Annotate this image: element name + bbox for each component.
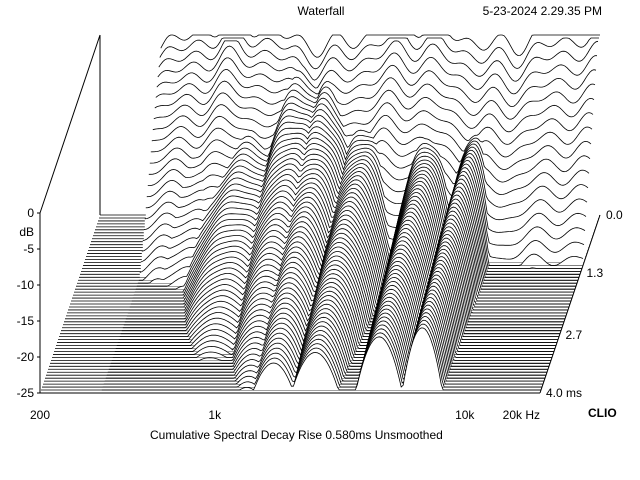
slice-line [122, 248, 562, 329]
slice-line [131, 211, 571, 303]
slice-line [160, 34, 600, 58]
brand-label: CLIO [588, 406, 617, 420]
slice-line [125, 237, 565, 320]
slice-line [158, 40, 599, 82]
slice-line [144, 147, 585, 260]
db-tick-label: 0 [27, 206, 34, 220]
slice-line [140, 168, 580, 275]
chart-caption: Cumulative Spectral Decay Rise 0.580ms U… [150, 428, 443, 442]
slice-line [117, 267, 557, 343]
slice-line [153, 92, 594, 145]
slice-line [114, 278, 554, 352]
slice-line [111, 289, 551, 361]
time-tick-label: 0.0 [606, 208, 623, 222]
slice-line [119, 259, 559, 337]
slice-line [151, 109, 592, 170]
slice-line [148, 126, 589, 208]
slice-line [118, 263, 558, 340]
db-tick-label: -10 [17, 278, 35, 292]
slice-line [149, 120, 590, 196]
time-tick-label: 2.7 [566, 328, 583, 342]
db-tick-label: -25 [17, 386, 35, 400]
slice-line [135, 191, 575, 290]
slice-line [106, 308, 546, 376]
slice-line [137, 182, 577, 284]
slice-line [116, 270, 556, 346]
slice-line [147, 131, 588, 221]
slice-line [146, 137, 587, 233]
slice-line [141, 163, 581, 272]
chart-title: Waterfall [297, 4, 345, 18]
slice-line [105, 312, 545, 379]
slice-line [143, 152, 584, 266]
freq-tick-label: 200 [30, 408, 50, 422]
slice-line [123, 245, 563, 326]
slice-line [132, 206, 572, 299]
slice-line [157, 45, 598, 95]
slice-line [139, 173, 579, 278]
freq-tick-label: 1k [208, 408, 222, 422]
slice-line [102, 323, 542, 388]
slice-line [109, 297, 549, 367]
time-tick-label: 4.0 ms [546, 386, 582, 400]
slice-line [108, 301, 548, 370]
slice-line [103, 319, 543, 385]
measurement-timestamp: 5-23-2024 2.29.35 PM [482, 4, 602, 18]
time-tick-label: 1.3 [587, 266, 604, 280]
slice-line [154, 80, 595, 133]
slice-line [113, 282, 553, 355]
chart-axes [39, 34, 601, 394]
slice-line [127, 230, 567, 314]
slice-line [110, 293, 550, 364]
slice-line [112, 285, 552, 358]
slice-line [129, 221, 569, 309]
axis-tick-labels: 0 -5 -10 -15 -20 -25 dB 200 1k 10k 20k Hz 0.0 1.3 2.7… [17, 206, 623, 422]
slice-line [126, 234, 566, 317]
slice-line [134, 196, 574, 293]
db-tick-label: -20 [17, 350, 35, 364]
freq-tick-label: 10k [455, 408, 475, 422]
slice-line [115, 274, 555, 349]
db-tick-label: -5 [23, 242, 34, 256]
slice-line [159, 37, 599, 70]
slice-line [156, 57, 597, 108]
slice-line [121, 252, 561, 332]
slice-line [120, 256, 560, 335]
slice-line [145, 142, 586, 246]
decay-slices [101, 34, 601, 391]
slice-line [128, 226, 568, 311]
slice-line [136, 187, 576, 287]
freq-tick-label: 20k Hz [503, 408, 540, 422]
slice-line [150, 114, 591, 183]
slice-line [130, 216, 570, 306]
slice-line [133, 201, 573, 296]
slice-line [138, 177, 578, 281]
left-depth-edge [39, 34, 101, 214]
db-tick-label: -15 [17, 314, 35, 328]
slice-line [142, 158, 582, 269]
db-axis-label: dB [19, 225, 34, 239]
slice-line [107, 304, 547, 373]
slice-mask [101, 327, 542, 390]
slice-line [104, 316, 544, 382]
right-time-axis [539, 214, 601, 394]
slice-line [101, 327, 541, 391]
slice-line [152, 102, 593, 158]
slice-line [124, 241, 564, 323]
slice-line [155, 69, 596, 120]
